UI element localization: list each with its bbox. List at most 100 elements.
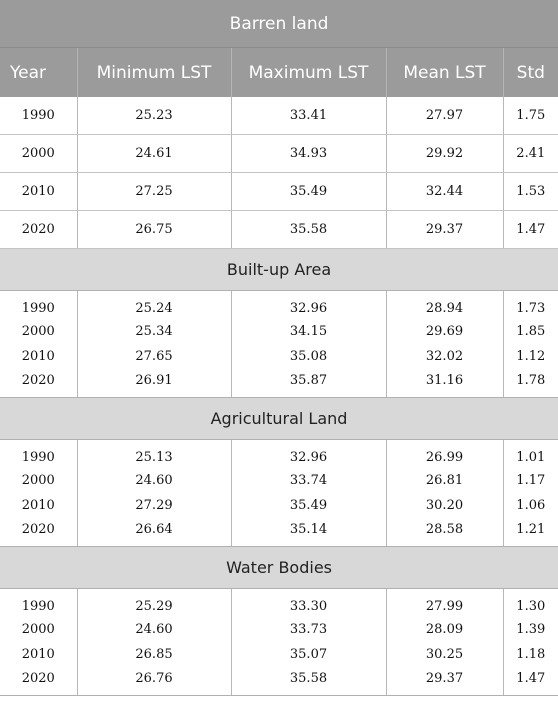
- cell-minimum-lst: 26.85: [76, 642, 231, 667]
- cell-minimum-lst: 24.60: [76, 617, 231, 642]
- cell-maximum-lst: 34.15: [230, 319, 386, 344]
- cell-year: 2010: [21, 349, 55, 364]
- column-header-row: Year Minimum LST Maximum LST Mean LST St…: [0, 47, 558, 97]
- cell-minimum-lst: 26.64: [76, 518, 231, 547]
- cell-std: 1.75: [502, 97, 558, 135]
- table-title-row: Barren land: [0, 0, 558, 48]
- cell-std: 1.17: [502, 468, 558, 493]
- cell-std: 1.85: [502, 319, 558, 344]
- table-row: 2020 26.76 35.58 29.37 1.47: [0, 667, 558, 696]
- cell-minimum-lst: 25.34: [76, 319, 231, 344]
- section-title: Built-up Area: [0, 248, 558, 291]
- cell-std: 1.12: [502, 344, 558, 369]
- cell-std: 1.47: [502, 210, 558, 249]
- cell-maximum-lst: 33.74: [230, 468, 386, 493]
- table-row: 2000 24.60 33.73 28.09 1.39: [0, 617, 558, 642]
- cell-year: 1990: [21, 449, 55, 465]
- cell-year: 1990: [0, 97, 77, 135]
- cell-maximum-lst: 32.96: [230, 290, 386, 319]
- cell-year: 1990: [21, 598, 55, 614]
- section-title: Agricultural Land: [0, 397, 558, 440]
- cell-minimum-lst: 27.29: [76, 493, 231, 518]
- cell-maximum-lst: 35.87: [230, 369, 386, 398]
- cell-minimum-lst: 25.29: [76, 588, 231, 617]
- cell-std: 1.01: [502, 439, 558, 468]
- cell-mean-lst: 27.99: [385, 588, 503, 617]
- cell-minimum-lst: 24.60: [76, 468, 231, 493]
- cell-year: 2010: [0, 172, 77, 211]
- cell-std: 1.30: [502, 588, 558, 617]
- cell-mean-lst: 30.20: [385, 493, 503, 518]
- table-row: 2020 26.91 35.87 31.16 1.78: [0, 369, 558, 398]
- cell-mean-lst: 29.92: [385, 134, 503, 173]
- cell-year: 2000: [21, 324, 55, 339]
- cell-mean-lst: 27.97: [385, 97, 503, 135]
- cell-std: 1.73: [502, 290, 558, 319]
- header-std: Std: [502, 47, 558, 97]
- cell-std: 1.47: [502, 667, 558, 696]
- cell-maximum-lst: 35.49: [230, 172, 386, 211]
- cell-mean-lst: 32.02: [385, 344, 503, 369]
- table-row: 2010 27.25 35.49 32.44 1.53: [0, 172, 558, 211]
- cell-year: 1990: [21, 300, 55, 316]
- cell-maximum-lst: 34.93: [230, 134, 386, 173]
- section-header-row: Built-up Area: [0, 248, 558, 291]
- cell-minimum-lst: 26.76: [76, 667, 231, 696]
- table-row: 1990 25.23 33.41 27.97 1.75: [0, 97, 558, 135]
- cell-minimum-lst: 26.75: [76, 210, 231, 249]
- table-row: 2010 27.65 35.08 32.02 1.12: [0, 344, 558, 369]
- cell-std: 1.06: [502, 493, 558, 518]
- section-header-row: Water Bodies: [0, 546, 558, 589]
- cell-year: 2020: [0, 369, 77, 398]
- cell-minimum-lst: 25.13: [76, 439, 231, 468]
- table-row: 2020 26.75 35.58 29.37 1.47: [0, 210, 558, 249]
- cell-year: 2010: [21, 647, 55, 662]
- table-row: 1990 25.24 32.96 28.94 1.73: [0, 290, 558, 319]
- cell-mean-lst: 28.09: [385, 617, 503, 642]
- table-title: Barren land: [0, 0, 558, 48]
- cell-mean-lst: 30.25: [385, 642, 503, 667]
- cell-mean-lst: 28.94: [385, 290, 503, 319]
- table-row: 2010 27.29 35.49 30.20 1.06: [0, 493, 558, 518]
- cell-maximum-lst: 35.07: [230, 642, 386, 667]
- table-row: 2000 24.61 34.93 29.92 2.41: [0, 134, 558, 173]
- cell-std: 1.53: [502, 172, 558, 211]
- cell-std: 1.21: [502, 518, 558, 547]
- table-row: 1990 25.13 32.96 26.99 1.01: [0, 439, 558, 468]
- cell-mean-lst: 29.69: [385, 319, 503, 344]
- cell-mean-lst: 26.99: [385, 439, 503, 468]
- table-row: 2000 25.34 34.15 29.69 1.85: [0, 319, 558, 344]
- table-row: 2010 26.85 35.07 30.25 1.18: [0, 642, 558, 667]
- cell-std: 1.39: [502, 617, 558, 642]
- cell-year: 2000: [0, 134, 77, 173]
- cell-maximum-lst: 35.08: [230, 344, 386, 369]
- header-year: Year: [0, 47, 77, 97]
- cell-minimum-lst: 27.65: [76, 344, 231, 369]
- header-maximum-lst: Maximum LST: [230, 47, 386, 97]
- cell-minimum-lst: 26.91: [76, 369, 231, 398]
- cell-year: 2000: [21, 622, 55, 637]
- cell-std: 1.78: [502, 369, 558, 398]
- cell-year: 2020: [0, 667, 77, 696]
- cell-mean-lst: 29.37: [385, 667, 503, 696]
- cell-year: 2010: [21, 498, 55, 513]
- cell-mean-lst: 29.37: [385, 210, 503, 249]
- table-row: 2000 24.60 33.74 26.81 1.17: [0, 468, 558, 493]
- cell-minimum-lst: 27.25: [76, 172, 231, 211]
- cell-minimum-lst: 25.24: [76, 290, 231, 319]
- cell-mean-lst: 31.16: [385, 369, 503, 398]
- cell-maximum-lst: 33.41: [230, 97, 386, 135]
- cell-std: 2.41: [502, 134, 558, 173]
- cell-year: 2020: [0, 518, 77, 547]
- header-mean-lst: Mean LST: [385, 47, 503, 97]
- cell-maximum-lst: 35.58: [230, 210, 386, 249]
- table-row: 2020 26.64 35.14 28.58 1.21: [0, 518, 558, 547]
- cell-mean-lst: 32.44: [385, 172, 503, 211]
- section-title: Water Bodies: [0, 546, 558, 589]
- cell-maximum-lst: 33.30: [230, 588, 386, 617]
- cell-maximum-lst: 35.58: [230, 667, 386, 696]
- cell-year: 2020: [0, 210, 77, 249]
- cell-maximum-lst: 35.14: [230, 518, 386, 547]
- cell-minimum-lst: 25.23: [76, 97, 231, 135]
